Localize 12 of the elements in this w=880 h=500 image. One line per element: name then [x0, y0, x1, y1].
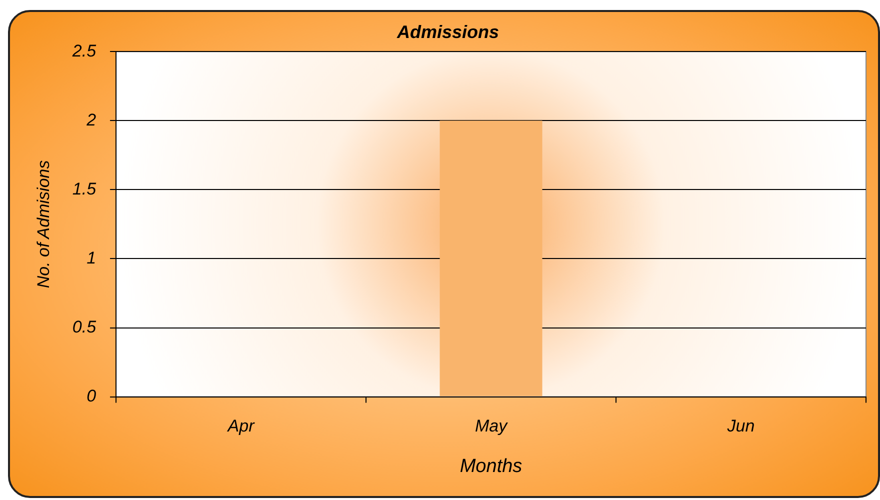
x-axis-title: Months — [460, 456, 523, 477]
y-tick-label: 0 — [86, 386, 97, 406]
x-tick-label: Jun — [726, 416, 755, 436]
y-tick-label: 2 — [86, 110, 97, 130]
x-tick-label: May — [474, 416, 509, 436]
y-axis-title: No. of Admisions — [34, 160, 53, 288]
x-tick-label: Apr — [226, 416, 256, 436]
y-tick-label: 1.5 — [72, 179, 97, 198]
y-tick-label: 2.5 — [71, 41, 97, 60]
chart-title: Admissions — [396, 22, 500, 42]
y-tick-label: 1 — [86, 248, 96, 268]
y-tick-label: 0.5 — [72, 317, 97, 336]
